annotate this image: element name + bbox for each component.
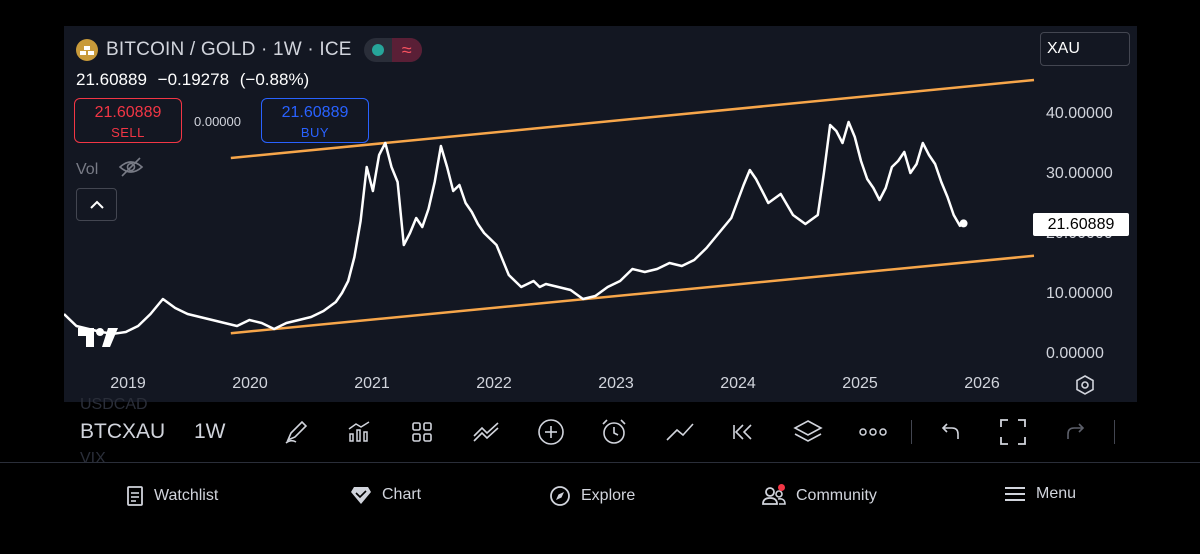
sell-price: 21.60889 — [94, 104, 162, 121]
tradingview-logo-icon — [78, 326, 122, 353]
x-tick-label: 2020 — [232, 375, 268, 392]
channel-resistance-line[interactable] — [230, 78, 1035, 160]
buy-button[interactable]: 21.60889 BUY — [261, 98, 369, 143]
x-tick-label: 2026 — [964, 375, 1000, 392]
chart-settings-button[interactable] — [1074, 374, 1096, 396]
line-tool-icon[interactable] — [665, 417, 695, 447]
last-price: 21.60889 — [76, 70, 147, 89]
more-icon[interactable] — [858, 417, 888, 447]
x-tick-label: 2024 — [720, 375, 756, 392]
ghost-symbol-above: USDCAD — [80, 396, 148, 413]
toolbar-separator — [911, 420, 912, 444]
nav-menu[interactable]: Menu — [1004, 485, 1076, 503]
alarm-icon[interactable] — [599, 417, 629, 447]
market-open-dot-icon — [371, 44, 384, 56]
add-icon[interactable] — [536, 417, 566, 447]
nav-watchlist[interactable]: Watchlist — [126, 485, 218, 507]
nav-community-label: Community — [796, 487, 877, 504]
symbol-search-input[interactable] — [1040, 32, 1130, 66]
series-line — [64, 120, 965, 336]
nav-menu-label: Menu — [1036, 485, 1077, 502]
nav-watchlist-label: Watchlist — [154, 487, 219, 504]
sell-label: SELL — [111, 125, 145, 140]
nav-chart[interactable]: Chart — [350, 485, 421, 505]
channel-support-line[interactable] — [230, 254, 1035, 335]
toolbar-interval-button[interactable]: 1W — [194, 420, 226, 443]
price-summary: 21.60889 −0.19278 (−0.88%) — [76, 70, 315, 90]
sell-button[interactable]: 21.60889 SELL — [74, 98, 182, 143]
hamburger-menu-icon — [1005, 487, 1025, 501]
redo-icon[interactable] — [1062, 417, 1092, 447]
y-tick-label: 40.00000 — [1046, 105, 1113, 122]
undo-icon[interactable] — [934, 417, 964, 447]
x-tick-label: 2019 — [110, 375, 146, 392]
chart-toolbar: USDCAD VIX BTCXAU 1W — [64, 396, 1137, 467]
community-icon — [762, 487, 786, 505]
layers-icon[interactable] — [793, 417, 823, 447]
replay-icon[interactable] — [728, 417, 758, 447]
compare-icon[interactable] — [471, 417, 501, 447]
symbol-header[interactable]: BITCOIN / GOLD · 1W · ICE ≈ — [76, 38, 422, 62]
price-change: −0.19278 — [157, 70, 230, 89]
volume-label: Vol — [76, 160, 99, 178]
buy-price: 21.60889 — [281, 104, 349, 121]
nav-chart-label: Chart — [382, 486, 422, 503]
price-change-pct: (−0.88%) — [239, 70, 310, 89]
symbol-title[interactable]: BITCOIN / GOLD · 1W · ICE — [106, 39, 352, 60]
last-price-point — [959, 219, 968, 228]
y-tick-label: 30.00000 — [1046, 165, 1113, 182]
compass-icon — [550, 486, 570, 506]
fullscreen-icon[interactable] — [998, 417, 1028, 447]
eye-off-icon[interactable] — [118, 156, 144, 183]
toolbar-symbol-button[interactable]: BTCXAU — [80, 420, 166, 443]
gold-bars-icon — [76, 39, 98, 61]
collapse-legend-button[interactable] — [76, 188, 117, 221]
chart-panel[interactable]: BITCOIN / GOLD · 1W · ICE ≈ 21.60889 −0.… — [64, 26, 1137, 402]
current-price-tag: 21.60889 — [1033, 213, 1129, 236]
x-tick-label: 2021 — [354, 375, 390, 392]
pen-icon[interactable] — [281, 417, 311, 447]
settings-hexagon-icon — [1076, 375, 1094, 395]
y-tick-label: 0.00000 — [1046, 345, 1104, 362]
watchlist-icon — [127, 486, 143, 506]
x-tick-label: 2023 — [598, 375, 634, 392]
chart-diamond-icon — [351, 487, 371, 504]
x-tick-label: 2022 — [476, 375, 512, 392]
volume-indicator-row: Vol — [76, 156, 144, 183]
y-tick-label: 10.00000 — [1046, 285, 1113, 302]
toolbar-separator — [1114, 420, 1115, 444]
buy-label: BUY — [300, 125, 330, 140]
x-tick-label: 2025 — [842, 375, 878, 392]
grid-icon[interactable] — [407, 417, 437, 447]
delayed-data-icon: ≈ — [391, 38, 422, 62]
nav-community[interactable]: Community — [762, 484, 877, 507]
nav-explore-label: Explore — [581, 487, 636, 504]
chevron-up-icon — [89, 200, 104, 209]
nav-explore[interactable]: Explore — [549, 485, 635, 507]
indicators-icon[interactable] — [344, 417, 374, 447]
market-status-pill[interactable]: ≈ — [363, 38, 422, 62]
bottom-navigation: Watchlist Chart Explore Community Menu — [0, 462, 1200, 554]
spread-value: 0.00000 — [194, 114, 241, 129]
notification-dot — [778, 484, 785, 491]
price-chart[interactable] — [64, 26, 1137, 402]
